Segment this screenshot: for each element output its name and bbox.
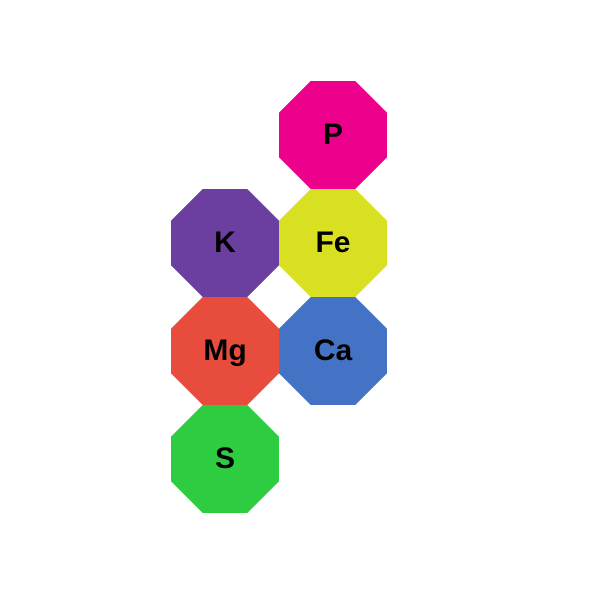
octagon-fe: Fe — [279, 189, 387, 297]
octagon-k: K — [171, 189, 279, 297]
octagon-label-ca: Ca — [314, 334, 352, 368]
octagon-mg: Mg — [171, 297, 279, 405]
octagon-s: S — [171, 405, 279, 513]
octagon-label-mg: Mg — [203, 334, 246, 368]
octagon-ca: Ca — [279, 297, 387, 405]
octagon-label-p: P — [323, 118, 343, 152]
octagon-label-fe: Fe — [315, 226, 350, 260]
octagon-p: P — [279, 81, 387, 189]
octagon-label-s: S — [215, 442, 235, 476]
octagon-label-k: K — [214, 226, 236, 260]
